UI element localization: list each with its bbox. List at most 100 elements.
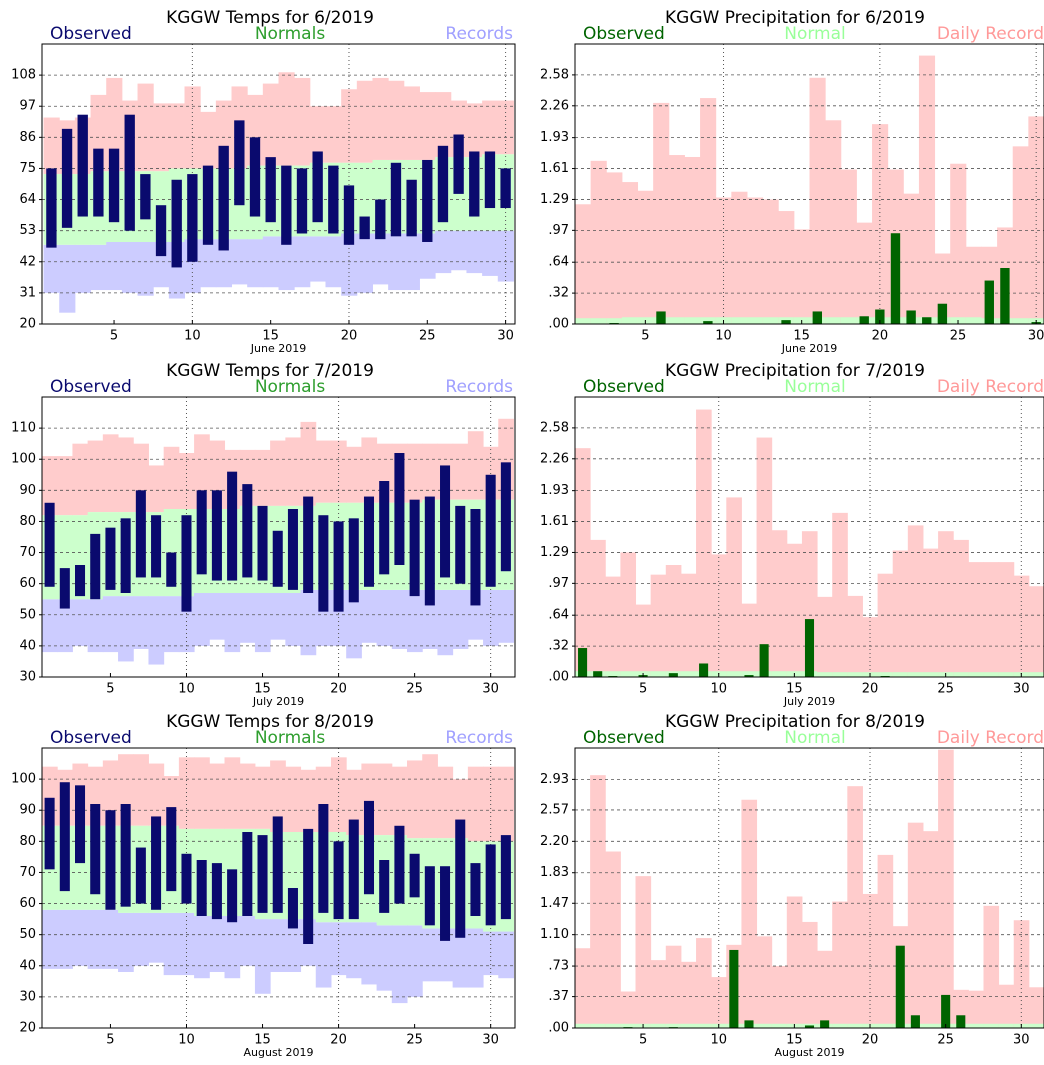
x-tick-label: 20 xyxy=(862,682,879,697)
normal-bar xyxy=(953,672,969,677)
observed-bar xyxy=(424,496,435,606)
record-bar xyxy=(817,950,833,1028)
y-tick-label: 53 xyxy=(19,223,36,238)
normal-bar xyxy=(892,672,909,677)
record-low-band xyxy=(118,912,134,972)
record-high-band xyxy=(294,77,311,166)
observed-bar xyxy=(44,502,55,587)
observed-bar xyxy=(77,114,88,217)
record-bar xyxy=(741,799,758,1028)
observed-bar xyxy=(196,860,207,916)
record-low-band xyxy=(224,916,241,979)
legend-entry: Normal xyxy=(784,728,846,748)
record-bar xyxy=(665,945,682,1028)
observed-bar xyxy=(424,866,435,926)
y-tick-label: 75 xyxy=(19,161,36,176)
y-tick-label: 1.29 xyxy=(540,192,569,207)
record-low-band xyxy=(452,589,469,649)
observed-bar xyxy=(318,515,329,612)
x-tick-label: 20 xyxy=(341,329,358,344)
record-low-band xyxy=(148,912,165,963)
observed-bar xyxy=(151,816,162,910)
observed-bar xyxy=(166,807,177,892)
observed-bar xyxy=(242,484,253,578)
normal-bar xyxy=(684,317,701,324)
y-tick-label: 80 xyxy=(19,514,36,529)
y-tick-label: 1.61 xyxy=(540,514,569,529)
legend-entry: Observed xyxy=(50,377,132,397)
record-low-band xyxy=(325,236,342,288)
observed-bar xyxy=(348,518,359,603)
record-high-band xyxy=(325,106,342,163)
observed-bar xyxy=(135,490,146,578)
observed-bar xyxy=(75,565,86,597)
plot-frame xyxy=(41,396,516,678)
y-tick-label: .32 xyxy=(548,286,569,301)
observed-bar xyxy=(729,949,739,1028)
record-high-band xyxy=(422,754,438,839)
observed-bar xyxy=(859,316,869,324)
record-high-band xyxy=(163,446,180,509)
y-tick-label: 80 xyxy=(19,834,36,849)
observed-bar xyxy=(166,552,177,587)
x-tick-label: 30 xyxy=(1028,329,1044,344)
x-tick-label: 10 xyxy=(710,682,727,697)
record-high-band xyxy=(330,757,347,832)
normal-bar xyxy=(590,318,607,324)
record-low-band xyxy=(239,593,256,643)
normal-bar xyxy=(983,672,1000,677)
record-low-band xyxy=(163,912,180,976)
legend-entry: Observed xyxy=(50,24,132,44)
record-high-band xyxy=(300,421,317,506)
y-tick-label: 70 xyxy=(19,865,36,880)
y-tick-label: .97 xyxy=(548,223,569,238)
record-high-band xyxy=(482,100,499,155)
observed-bar xyxy=(218,145,229,251)
chart-title: KGGW Temps for 7/2019 xyxy=(166,361,374,381)
record-bar xyxy=(680,573,697,677)
y-tick-label: 2.26 xyxy=(540,98,569,113)
record-low-band xyxy=(482,230,499,276)
observed-bar xyxy=(906,310,916,324)
record-high-band xyxy=(419,92,436,160)
normal-bar xyxy=(847,1023,863,1028)
record-high-band xyxy=(361,437,378,503)
record-high-band xyxy=(270,440,286,506)
record-low-band xyxy=(270,919,286,972)
observed-bar xyxy=(379,860,390,913)
x-tick-label: 30 xyxy=(482,682,499,697)
record-bar xyxy=(620,991,637,1028)
record-high-band xyxy=(168,103,186,169)
legend-entry: Records xyxy=(445,728,513,748)
plot-area xyxy=(42,748,515,1028)
observed-bar xyxy=(656,311,666,324)
x-tick-label: 20 xyxy=(330,682,347,697)
record-low-band xyxy=(231,239,248,285)
normal-bar xyxy=(726,671,742,677)
chart-title: KGGW Precipitation for 7/2019 xyxy=(665,361,925,381)
record-high-band xyxy=(315,440,332,503)
record-bar xyxy=(621,182,639,324)
y-tick-label: .00 xyxy=(548,670,569,685)
record-low-band xyxy=(285,919,302,972)
record-bar xyxy=(856,222,873,324)
normal-bar xyxy=(650,1023,667,1028)
record-bar xyxy=(590,775,606,1028)
x-tick-label: 25 xyxy=(419,329,436,344)
record-bar xyxy=(862,617,879,677)
record-low-band xyxy=(498,931,514,979)
record-bar xyxy=(684,156,701,324)
observed-bar xyxy=(578,648,588,677)
observed-bar xyxy=(257,505,268,581)
record-bar xyxy=(953,539,969,677)
normal-bar xyxy=(1028,1023,1044,1028)
x-tick-label: 5 xyxy=(110,329,118,344)
y-tick-label: 2.26 xyxy=(540,451,569,466)
record-low-band xyxy=(194,916,210,979)
normal-bar xyxy=(746,317,764,324)
observed-bar xyxy=(500,462,511,572)
observed-bar xyxy=(956,1015,966,1028)
record-low-band xyxy=(87,599,104,653)
record-bar xyxy=(741,603,758,677)
